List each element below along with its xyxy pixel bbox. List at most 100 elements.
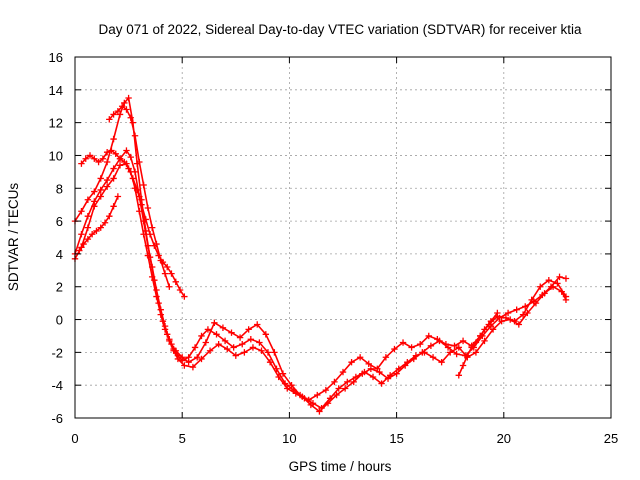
data-point-marker xyxy=(163,263,171,271)
data-point-marker xyxy=(361,368,368,376)
data-point-marker xyxy=(118,103,126,110)
data-point-marker xyxy=(103,158,111,166)
data-point-marker xyxy=(123,147,130,154)
data-point-marker xyxy=(144,252,152,259)
data-point-marker xyxy=(215,340,222,348)
data-point-marker xyxy=(103,148,111,156)
data-point-marker xyxy=(140,181,147,189)
data-point-marker xyxy=(316,408,323,415)
data-point-marker xyxy=(453,350,460,358)
data-point-marker xyxy=(404,359,411,366)
data-point-marker xyxy=(464,352,471,359)
data-point-marker xyxy=(110,135,117,143)
data-point-marker xyxy=(468,344,475,351)
data-point-marker xyxy=(391,345,398,353)
data-point-marker xyxy=(335,385,342,392)
data-point-marker xyxy=(254,321,261,328)
data-point-marker xyxy=(455,344,462,351)
data-point-marker xyxy=(221,337,229,345)
data-point-marker xyxy=(93,227,100,235)
data-point-marker xyxy=(271,349,278,356)
data-point-marker xyxy=(429,354,437,361)
data-point-marker xyxy=(442,340,450,348)
data-point-marker xyxy=(230,344,237,351)
data-point-marker xyxy=(350,378,357,386)
data-point-marker xyxy=(91,203,98,210)
x-tick-label: 5 xyxy=(179,431,186,446)
data-point-marker xyxy=(213,331,220,338)
data-point-marker xyxy=(148,273,156,281)
data-point-marker xyxy=(144,204,152,212)
data-point-marker xyxy=(556,273,563,281)
data-point-marker xyxy=(123,106,130,113)
data-point-marker xyxy=(562,275,570,282)
data-point-marker xyxy=(185,359,192,366)
data-point-marker xyxy=(91,155,98,162)
y-tick-label: 10 xyxy=(49,148,63,163)
data-point-marker xyxy=(247,336,255,343)
data-point-marker xyxy=(489,326,497,333)
data-point-marker xyxy=(224,345,231,353)
data-point-marker xyxy=(386,372,394,379)
data-point-marker xyxy=(249,344,257,351)
data-point-marker xyxy=(157,257,164,264)
data-point-marker xyxy=(166,337,173,345)
x-axis-title: GPS time / hours xyxy=(289,459,392,474)
data-point-marker xyxy=(202,339,209,346)
data-point-marker xyxy=(412,352,420,359)
data-point-marker xyxy=(121,158,128,166)
y-tick-label: -2 xyxy=(51,345,63,360)
data-point-marker xyxy=(515,321,523,328)
data-point-marker xyxy=(378,380,385,387)
data-point-marker xyxy=(341,385,349,392)
y-tick-label: -4 xyxy=(51,378,63,393)
data-series-track-5 xyxy=(106,103,173,290)
data-point-marker xyxy=(262,331,270,338)
data-point-marker xyxy=(191,344,199,351)
data-point-marker xyxy=(153,240,160,248)
data-point-marker xyxy=(408,344,415,351)
data-point-marker xyxy=(395,365,402,372)
data-point-marker xyxy=(112,150,119,158)
data-point-marker xyxy=(189,363,197,371)
data-point-marker xyxy=(97,175,104,182)
data-point-marker xyxy=(198,332,205,340)
data-point-marker xyxy=(157,311,164,318)
data-point-marker xyxy=(101,219,109,226)
data-point-marker xyxy=(84,235,92,243)
data-point-marker xyxy=(129,175,137,182)
y-tick-label: 4 xyxy=(56,247,63,262)
data-point-marker xyxy=(264,349,272,356)
data-point-marker xyxy=(138,201,145,208)
data-point-marker xyxy=(131,132,139,139)
y-axis-title: SDTVAR / TECUs xyxy=(6,183,21,292)
data-point-marker xyxy=(86,152,94,159)
data-point-marker xyxy=(170,347,177,354)
data-point-marker xyxy=(239,340,246,348)
data-point-marker xyxy=(84,212,92,220)
data-point-marker xyxy=(258,347,265,354)
data-point-marker xyxy=(176,286,184,294)
data-point-marker xyxy=(393,370,400,377)
data-point-marker xyxy=(125,94,132,102)
x-tick-label: 0 xyxy=(71,431,78,446)
data-point-marker xyxy=(344,378,351,386)
data-point-marker xyxy=(331,378,338,386)
data-point-marker xyxy=(114,193,122,200)
data-point-marker xyxy=(168,270,175,277)
y-tick-label: 8 xyxy=(56,181,63,196)
series-line xyxy=(78,195,119,252)
data-point-marker xyxy=(472,339,480,346)
data-point-marker xyxy=(292,390,300,397)
data-point-marker xyxy=(554,280,561,287)
data-point-marker xyxy=(148,224,156,231)
tick-label-layer: 0 5 10 15 20 25 -6 -4 -2 0 2 4 6 8 10 12 14 16 xyxy=(49,50,619,446)
data-point-marker xyxy=(498,317,505,325)
data-series-track-7 xyxy=(76,193,122,254)
data-point-marker xyxy=(356,354,364,361)
data-point-marker xyxy=(438,359,445,366)
data-point-marker xyxy=(322,386,330,394)
data-point-marker xyxy=(399,339,407,346)
data-point-marker xyxy=(127,153,134,161)
